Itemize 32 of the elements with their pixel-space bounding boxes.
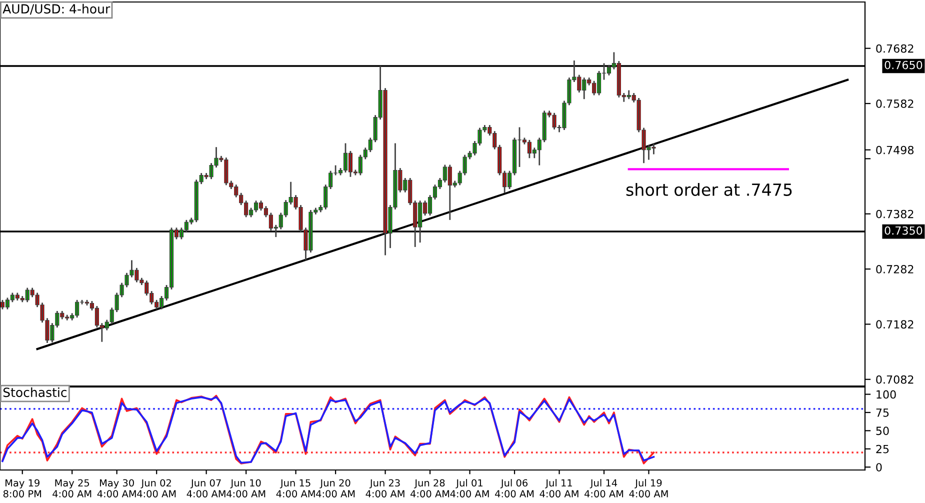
x-tick-label: May 30 4:00 AM xyxy=(97,479,136,498)
y-tick-label: 100 xyxy=(876,390,896,399)
x-tick-label: Jun 23 4:00 AM xyxy=(366,479,404,498)
x-tick-label: Jun 15 4:00 AM xyxy=(276,479,315,498)
y-tick-label: 0.7498 xyxy=(876,146,914,154)
x-tick-label: Jun 10 4:00 AM xyxy=(226,479,266,498)
x-tick-label: Jul 06 4:00 AM xyxy=(495,479,534,498)
y-tick-label: 25 xyxy=(876,444,889,454)
x-tick-label: Jul 11 4:00 AM xyxy=(540,479,578,498)
y-tick-label: 0.7582 xyxy=(876,99,914,108)
x-tick-label: Jun 02 4:00 AM xyxy=(137,479,176,498)
y-tick-label: 0.7382 xyxy=(876,210,914,218)
y-tick-label: 0.7082 xyxy=(876,375,914,384)
x-tick-label: Jun 28 4:00 AM xyxy=(410,479,450,498)
chart-title: Stochastic xyxy=(3,387,67,398)
x-tick-label: Jul 14 4:00 AM xyxy=(584,479,624,498)
y-tick-label: 0.7182 xyxy=(876,320,914,329)
x-tick-label: Jul 19 4:00 AM xyxy=(629,479,668,498)
x-tick-label: May 19 8:00 PM xyxy=(3,479,42,498)
x-tick-label: May 25 4:00 AM xyxy=(52,479,92,498)
y-tick-label: 75 xyxy=(876,408,889,417)
ref-line-label: 0.7350 xyxy=(884,226,922,235)
y-tick-label: 0.7682 xyxy=(876,44,914,53)
chart-title: AUD/USD: 4-hour xyxy=(2,4,110,15)
ref-line-label: 0.7650 xyxy=(884,60,922,70)
y-tick-label: 0 xyxy=(876,463,882,472)
y-tick-label: 50 xyxy=(876,426,889,436)
x-tick-label: Jul 01 4:00 AM xyxy=(450,479,489,498)
y-tick-label: 0.7282 xyxy=(876,265,914,274)
x-tick-label: Jun 07 4:00 AM xyxy=(186,479,226,498)
annotation: short order at .7475 xyxy=(626,183,792,196)
x-tick-label: Jun 20 4:00 AM xyxy=(316,479,355,498)
